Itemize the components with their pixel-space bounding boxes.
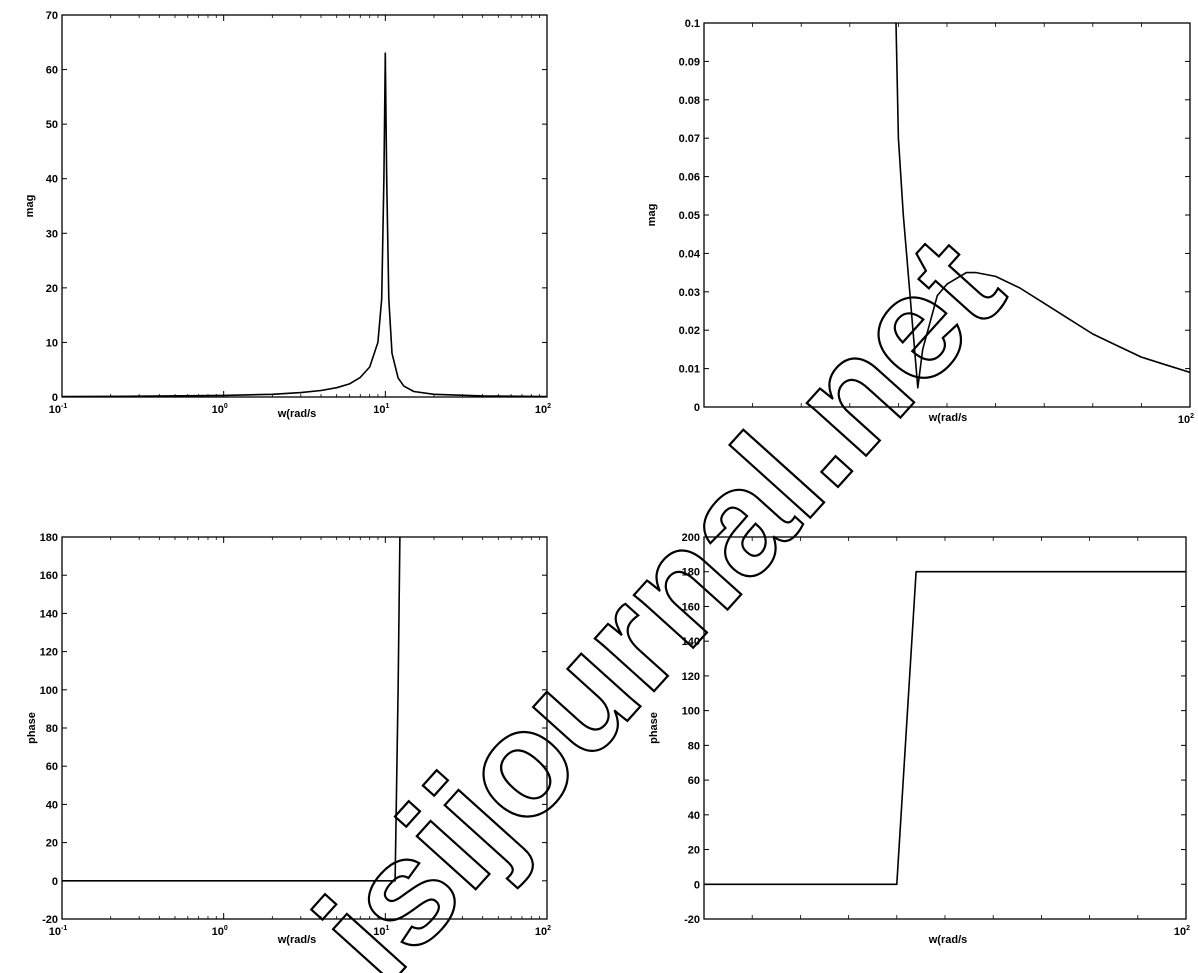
x-tick-label: 102 <box>1178 413 1194 426</box>
y-tick-label: 0.01 <box>679 364 700 376</box>
watermark-text: isijournal.net <box>284 205 1033 973</box>
y-tick-label: 100 <box>682 706 700 718</box>
y-tick-label: 120 <box>682 671 700 683</box>
series-line <box>61 52 548 398</box>
chart-panel-4: -20 0 20 40 60 80 100 120 140 160 180 200 102 w(rad/s… <box>648 532 1190 946</box>
chart-panel-3: -20 0 20 40 60 80 100 120 140 160 180 10-1 100 101 102… <box>26 532 551 946</box>
y-tick-label: 70 <box>46 10 58 22</box>
series-line <box>704 570 1186 886</box>
y-tick-label: 0 <box>694 879 700 891</box>
plot-frame <box>61 14 548 398</box>
chart-panel-2: 0 0.01 0.02 0.03 0.04 0.05 0.06 0.07 0.08 0.09 0.1… <box>646 18 1194 426</box>
x-tick-label: 102 <box>1174 925 1190 938</box>
y-tick-label: 200 <box>682 532 700 544</box>
y-tick-label: 80 <box>688 740 700 752</box>
y-tick-label: 100 <box>40 685 58 697</box>
y-tick-label: 20 <box>688 845 700 857</box>
y-tick-label: -20 <box>42 914 58 926</box>
y-tick-label: 60 <box>688 775 700 787</box>
x-tick-label: 10-1 <box>49 403 68 416</box>
y-tick-label: 20 <box>46 283 58 295</box>
y-tick-label: 0 <box>694 402 700 414</box>
x-tick-label: 102 <box>535 403 551 416</box>
y-tick-label: 140 <box>40 608 58 620</box>
y-tick-label: 160 <box>40 570 58 582</box>
x-axis-label: w(rad/s <box>928 934 968 946</box>
y-tick-label: 40 <box>688 810 700 822</box>
y-tick-label: 140 <box>682 636 700 648</box>
y-tick-label: 180 <box>40 532 58 544</box>
y-tick-label: 40 <box>46 799 58 811</box>
x-axis-label: w(rad/s <box>277 934 317 946</box>
y-tick-label: 0 <box>52 392 58 404</box>
x-axis-label: w(rad/s <box>277 408 317 420</box>
y-tick-label: 80 <box>46 723 58 735</box>
y-tick-label: 0.09 <box>679 56 700 68</box>
y-axis-label: phase <box>648 712 660 744</box>
y-tick-label: 0.06 <box>679 172 700 184</box>
y-tick-label: 180 <box>682 567 700 579</box>
x-tick-label: 100 <box>212 403 228 416</box>
y-tick-label: 0.08 <box>679 95 700 107</box>
y-tick-label: 0.1 <box>685 18 700 30</box>
y-tick-label: 0 <box>52 876 58 888</box>
y-tick-label: 60 <box>46 761 58 773</box>
x-tick-label: 102 <box>535 925 551 938</box>
y-axis-label: mag <box>24 195 36 218</box>
x-axis-label: w(rad/s <box>928 412 968 424</box>
x-tick-label: 10-1 <box>49 925 68 938</box>
y-tick-label: 10 <box>46 337 58 349</box>
y-tick-label: 40 <box>46 174 58 186</box>
y-tick-label: 20 <box>46 838 58 850</box>
y-axis-label: mag <box>646 204 658 227</box>
series-line <box>895 22 1191 389</box>
y-tick-label: 120 <box>40 647 58 659</box>
y-axis-label: phase <box>26 712 38 744</box>
x-tick-label: 101 <box>373 403 389 416</box>
y-tick-label: 0.07 <box>679 133 700 145</box>
y-tick-label: 50 <box>46 119 58 131</box>
y-tick-label: 0.02 <box>679 325 700 337</box>
series-line <box>62 536 401 882</box>
y-tick-label: 0.05 <box>679 210 700 222</box>
chart-panel-1: 0 10 20 30 40 50 60 70 10-1 100 101 102 w(rad/s mag <box>24 10 551 420</box>
y-tick-label: 60 <box>46 65 58 77</box>
y-tick-label: 160 <box>682 601 700 613</box>
y-tick-label: 30 <box>46 228 58 240</box>
y-tick-label: 0.04 <box>679 248 701 260</box>
y-tick-label: -20 <box>684 914 700 926</box>
x-tick-label: 100 <box>212 925 228 938</box>
y-tick-label: 0.03 <box>679 287 700 299</box>
x-tick-label: 101 <box>373 925 389 938</box>
